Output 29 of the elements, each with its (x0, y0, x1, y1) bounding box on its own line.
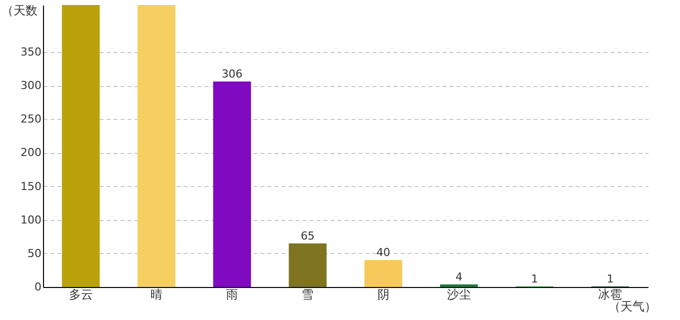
data-label: 40 (376, 246, 390, 260)
bar (288, 243, 327, 287)
bar (440, 284, 478, 287)
y-tick-label: 50 (28, 246, 42, 260)
data-label: 1 (531, 272, 538, 286)
x-tick-label: 雨 (226, 288, 238, 302)
x-tick-label: 阴 (377, 288, 390, 302)
data-label: 4 (455, 270, 462, 284)
data-label: 1 (606, 272, 614, 286)
y-tick-label: 0 (34, 280, 42, 294)
x-tick-label: 晴 (150, 288, 162, 302)
x-tick-label: 冰雹 (598, 288, 622, 302)
bar (364, 260, 402, 287)
data-label: 306 (222, 68, 243, 81)
data-label: 65 (300, 229, 315, 242)
y-tick-label: 350 (20, 46, 42, 58)
bar (138, 5, 176, 287)
bar (62, 5, 100, 287)
y-tick-label: 150 (20, 180, 42, 193)
y-tick-label: 250 (20, 112, 42, 126)
y-tick-label: 300 (20, 79, 42, 92)
bar (213, 82, 251, 287)
y-tick-label: 100 (20, 213, 42, 226)
x-tick-label: 多云 (68, 288, 93, 302)
y-axis-title: （天数 (2, 4, 38, 18)
x-tick-label: 沙尘 (446, 288, 471, 302)
x-axis-title: （天气） (608, 300, 656, 314)
y-tick-label: 200 (20, 146, 42, 160)
x-tick-label: 雪 (302, 288, 314, 302)
